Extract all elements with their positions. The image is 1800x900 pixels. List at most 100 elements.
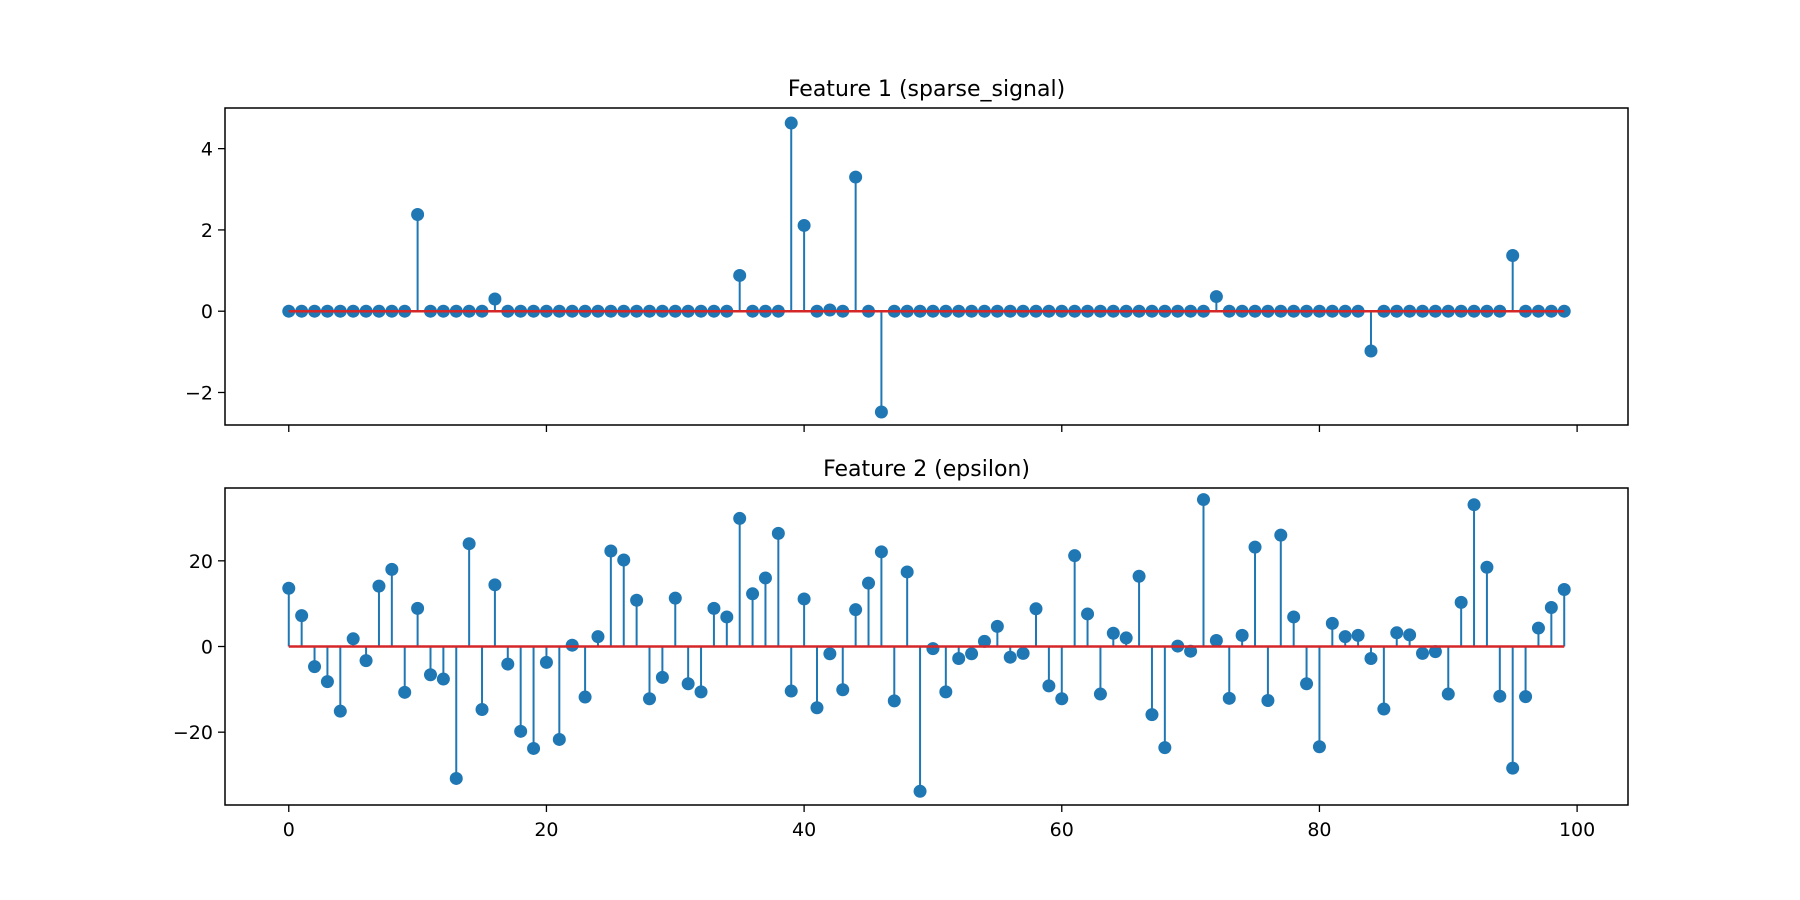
x-tick-label: 0 (283, 819, 295, 841)
stem-marker-2-59 (1042, 679, 1056, 693)
stem-marker-2-48 (900, 565, 914, 579)
stem-marker-2-60 (1055, 692, 1069, 706)
stem-marker-2-87 (1403, 628, 1417, 642)
stem-marker-2-73 (1222, 691, 1236, 705)
stem-marker-2-51 (939, 685, 953, 699)
stem-marker-2-81 (1325, 616, 1339, 630)
stem-marker-2-74 (1235, 628, 1249, 642)
stem-marker-2-32 (694, 685, 708, 699)
subplot-1-x-axis-ticks (288, 425, 1578, 432)
stem-marker-2-41 (810, 701, 824, 715)
stem-marker-2-43 (836, 683, 850, 697)
stem-marker-2-47 (887, 694, 901, 708)
stem-marker-2-26 (617, 553, 631, 567)
stem-marker-2-79 (1300, 677, 1314, 691)
x-tick-label: 100 (1559, 819, 1595, 841)
stem-marker-2-95 (1506, 761, 1520, 775)
stem-marker-2-4 (333, 704, 347, 718)
stem-marker-2-45 (862, 576, 876, 590)
stem-marker-2-37 (758, 571, 772, 585)
stem-marker-2-91 (1454, 595, 1468, 609)
stem-marker-2-55 (990, 619, 1004, 633)
subplot-2-title: Feature 2 (epsilon) (823, 457, 1030, 482)
x-tick-label: 60 (1050, 819, 1074, 841)
stem-marker-2-67 (1145, 708, 1159, 722)
stem-marker-2-86 (1390, 626, 1404, 640)
y-tick-label: 0 (201, 301, 213, 323)
x-tick-label: 20 (534, 819, 558, 841)
stem-marker-2-80 (1312, 740, 1326, 754)
stem-marker-2-53 (965, 647, 979, 661)
stem-marker-2-2 (308, 660, 322, 674)
stem-marker-2-13 (449, 771, 463, 785)
stem-marker-1-16 (488, 292, 502, 306)
stem-marker-2-84 (1364, 651, 1378, 665)
stem-marker-2-12 (436, 672, 450, 686)
stem-marker-2-94 (1493, 689, 1507, 703)
stem-marker-2-16 (488, 578, 502, 592)
stem-marker-2-0 (282, 581, 296, 595)
y-tick-label: −2 (185, 382, 213, 404)
stem-marker-2-22 (565, 638, 579, 652)
stem-marker-2-24 (591, 630, 605, 644)
stem-marker-2-68 (1158, 741, 1172, 755)
stem-marker-2-28 (643, 692, 657, 706)
stem-marker-2-66 (1132, 569, 1146, 583)
stem-marker-2-27 (630, 593, 644, 607)
y-tick-label: −20 (173, 722, 213, 744)
stem-marker-2-88 (1416, 646, 1430, 660)
stem-marker-2-64 (1106, 626, 1120, 640)
subplot-1-stems (416, 123, 1514, 412)
stem-marker-2-49 (913, 784, 927, 798)
stem-marker-2-58 (1029, 602, 1043, 616)
stem-marker-1-35 (733, 268, 747, 282)
stem-marker-2-40 (797, 592, 811, 606)
stem-marker-2-72 (1209, 634, 1223, 648)
stem-marker-1-10 (411, 207, 425, 221)
stem-marker-2-54 (977, 634, 991, 648)
stem-marker-2-70 (1184, 644, 1198, 658)
stem-marker-2-17 (501, 657, 515, 671)
subplot-1-y-axis-ticks: −2 0 2 4 (185, 139, 225, 404)
subplot-2-y-axis-ticks: −20 0 20 (173, 551, 225, 744)
stem-marker-2-61 (1068, 549, 1082, 563)
stem-marker-2-33 (707, 601, 721, 615)
stem-marker-2-34 (720, 610, 734, 624)
stem-marker-2-44 (849, 603, 863, 617)
stem-marker-2-3 (320, 675, 334, 689)
stem-marker-2-57 (1016, 646, 1030, 660)
y-tick-label: 20 (189, 551, 213, 573)
stem-marker-2-83 (1351, 628, 1365, 642)
subplot-feature-1: Feature 1 (sparse_signal) −2 0 2 4 (185, 77, 1629, 432)
stem-marker-2-31 (681, 677, 695, 691)
stem-marker-2-38 (771, 526, 785, 540)
stem-marker-2-46 (874, 545, 888, 559)
stem-marker-2-30 (668, 591, 682, 605)
subplot-2-x-axis-ticks: 0 20 40 60 80 100 (283, 805, 1595, 841)
stem-marker-2-93 (1480, 560, 1494, 574)
stem-marker-2-6 (359, 654, 373, 668)
stem-marker-2-10 (411, 601, 425, 615)
stem-marker-2-71 (1196, 493, 1210, 507)
stem-marker-2-99 (1557, 583, 1571, 597)
stem-marker-2-50 (926, 642, 940, 656)
stem-marker-2-15 (475, 702, 489, 716)
stem-marker-2-96 (1519, 690, 1533, 704)
x-tick-label: 80 (1307, 819, 1331, 841)
stem-marker-2-11 (423, 668, 437, 682)
stem-marker-1-44 (849, 170, 863, 184)
stem-marker-2-56 (1003, 650, 1017, 664)
subplot-2-frame (224, 487, 1629, 806)
stem-marker-2-23 (578, 690, 592, 704)
stem-marker-2-52 (952, 651, 966, 665)
stem-marker-2-90 (1441, 687, 1455, 701)
stem-marker-2-97 (1531, 621, 1545, 635)
stem-marker-2-19 (527, 741, 541, 755)
stem-marker-2-35 (733, 511, 747, 525)
stem-marker-2-92 (1467, 498, 1481, 512)
stem-marker-2-65 (1119, 631, 1133, 645)
stem-marker-2-39 (784, 684, 798, 698)
stem-marker-2-75 (1248, 540, 1262, 554)
